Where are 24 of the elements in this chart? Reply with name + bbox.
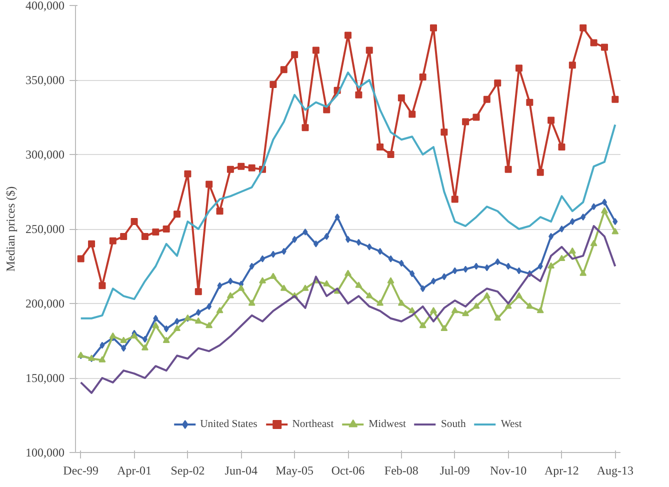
y-axis-title: Median prices ($) (4, 186, 18, 272)
x-tick-label: Jul-09 (440, 464, 470, 478)
legend-label: South (440, 418, 466, 430)
x-tick-label: Aug-13 (596, 464, 634, 478)
x-tick-label: Sep-02 (170, 464, 205, 478)
x-tick-label: Oct-06 (331, 464, 365, 478)
x-tick-label: Apr-12 (544, 464, 579, 478)
legend-label: Northeast (292, 418, 334, 430)
x-tick-label: Jun-04 (224, 464, 258, 478)
x-tick-label: Nov-10 (490, 464, 527, 478)
y-tick-label: 400,000 (26, 0, 64, 12)
legend-label: West (500, 418, 522, 430)
x-tick-label: Feb-08 (384, 464, 418, 478)
y-tick-label: 150,000 (26, 371, 64, 385)
y-tick-label: 100,000 (26, 446, 64, 460)
legend-label: United States (200, 418, 258, 430)
x-tick-label: May-05 (276, 464, 314, 478)
x-tick-label: Apr-01 (117, 464, 152, 478)
y-tick-label: 250,000 (26, 222, 64, 236)
y-tick-label: 200,000 (26, 296, 64, 310)
y-tick-label: 350,000 (26, 73, 64, 87)
x-tick-label: Dec-99 (63, 464, 99, 478)
legend-label: Midwest (368, 418, 406, 430)
y-tick-label: 300,000 (26, 148, 64, 162)
